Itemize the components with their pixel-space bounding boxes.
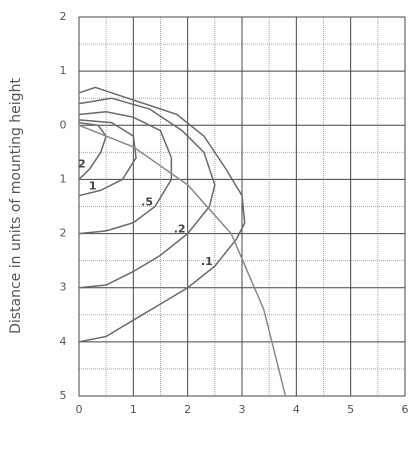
x-tick-label: 4 [293,403,300,416]
isolux-curve [78,97,216,289]
curve-label: .5 [141,196,153,209]
x-tick-label: 2 [184,403,191,416]
y-tick-label: 1 [60,64,67,77]
isolux-curve [78,124,287,397]
curve-label: 1 [89,179,97,192]
y-tick-label: 3 [60,281,67,294]
y-tick-label: 1 [60,172,67,185]
x-tick-label: 0 [76,403,83,416]
y-tick-label: 4 [60,335,67,348]
curve-label: .2 [174,223,186,236]
curve-label: 2 [78,158,86,171]
isolux-curve [78,110,173,235]
y-tick-label: 5 [60,389,67,402]
y-tick-label: 2 [60,227,67,240]
x-tick-label: 1 [130,403,137,416]
y-tick-label: 2 [60,10,67,23]
x-tick-label: 3 [239,403,246,416]
y-axis-label: Distance in units of mounting height [8,78,24,334]
isolux-curve [78,119,137,197]
x-tick-label: 6 [402,403,409,416]
x-tick-label: 5 [347,403,354,416]
y-tick-label: 0 [60,118,67,131]
isolux-curve [78,121,108,180]
curve-label: .1 [201,255,213,268]
isolux-curve [78,86,246,343]
